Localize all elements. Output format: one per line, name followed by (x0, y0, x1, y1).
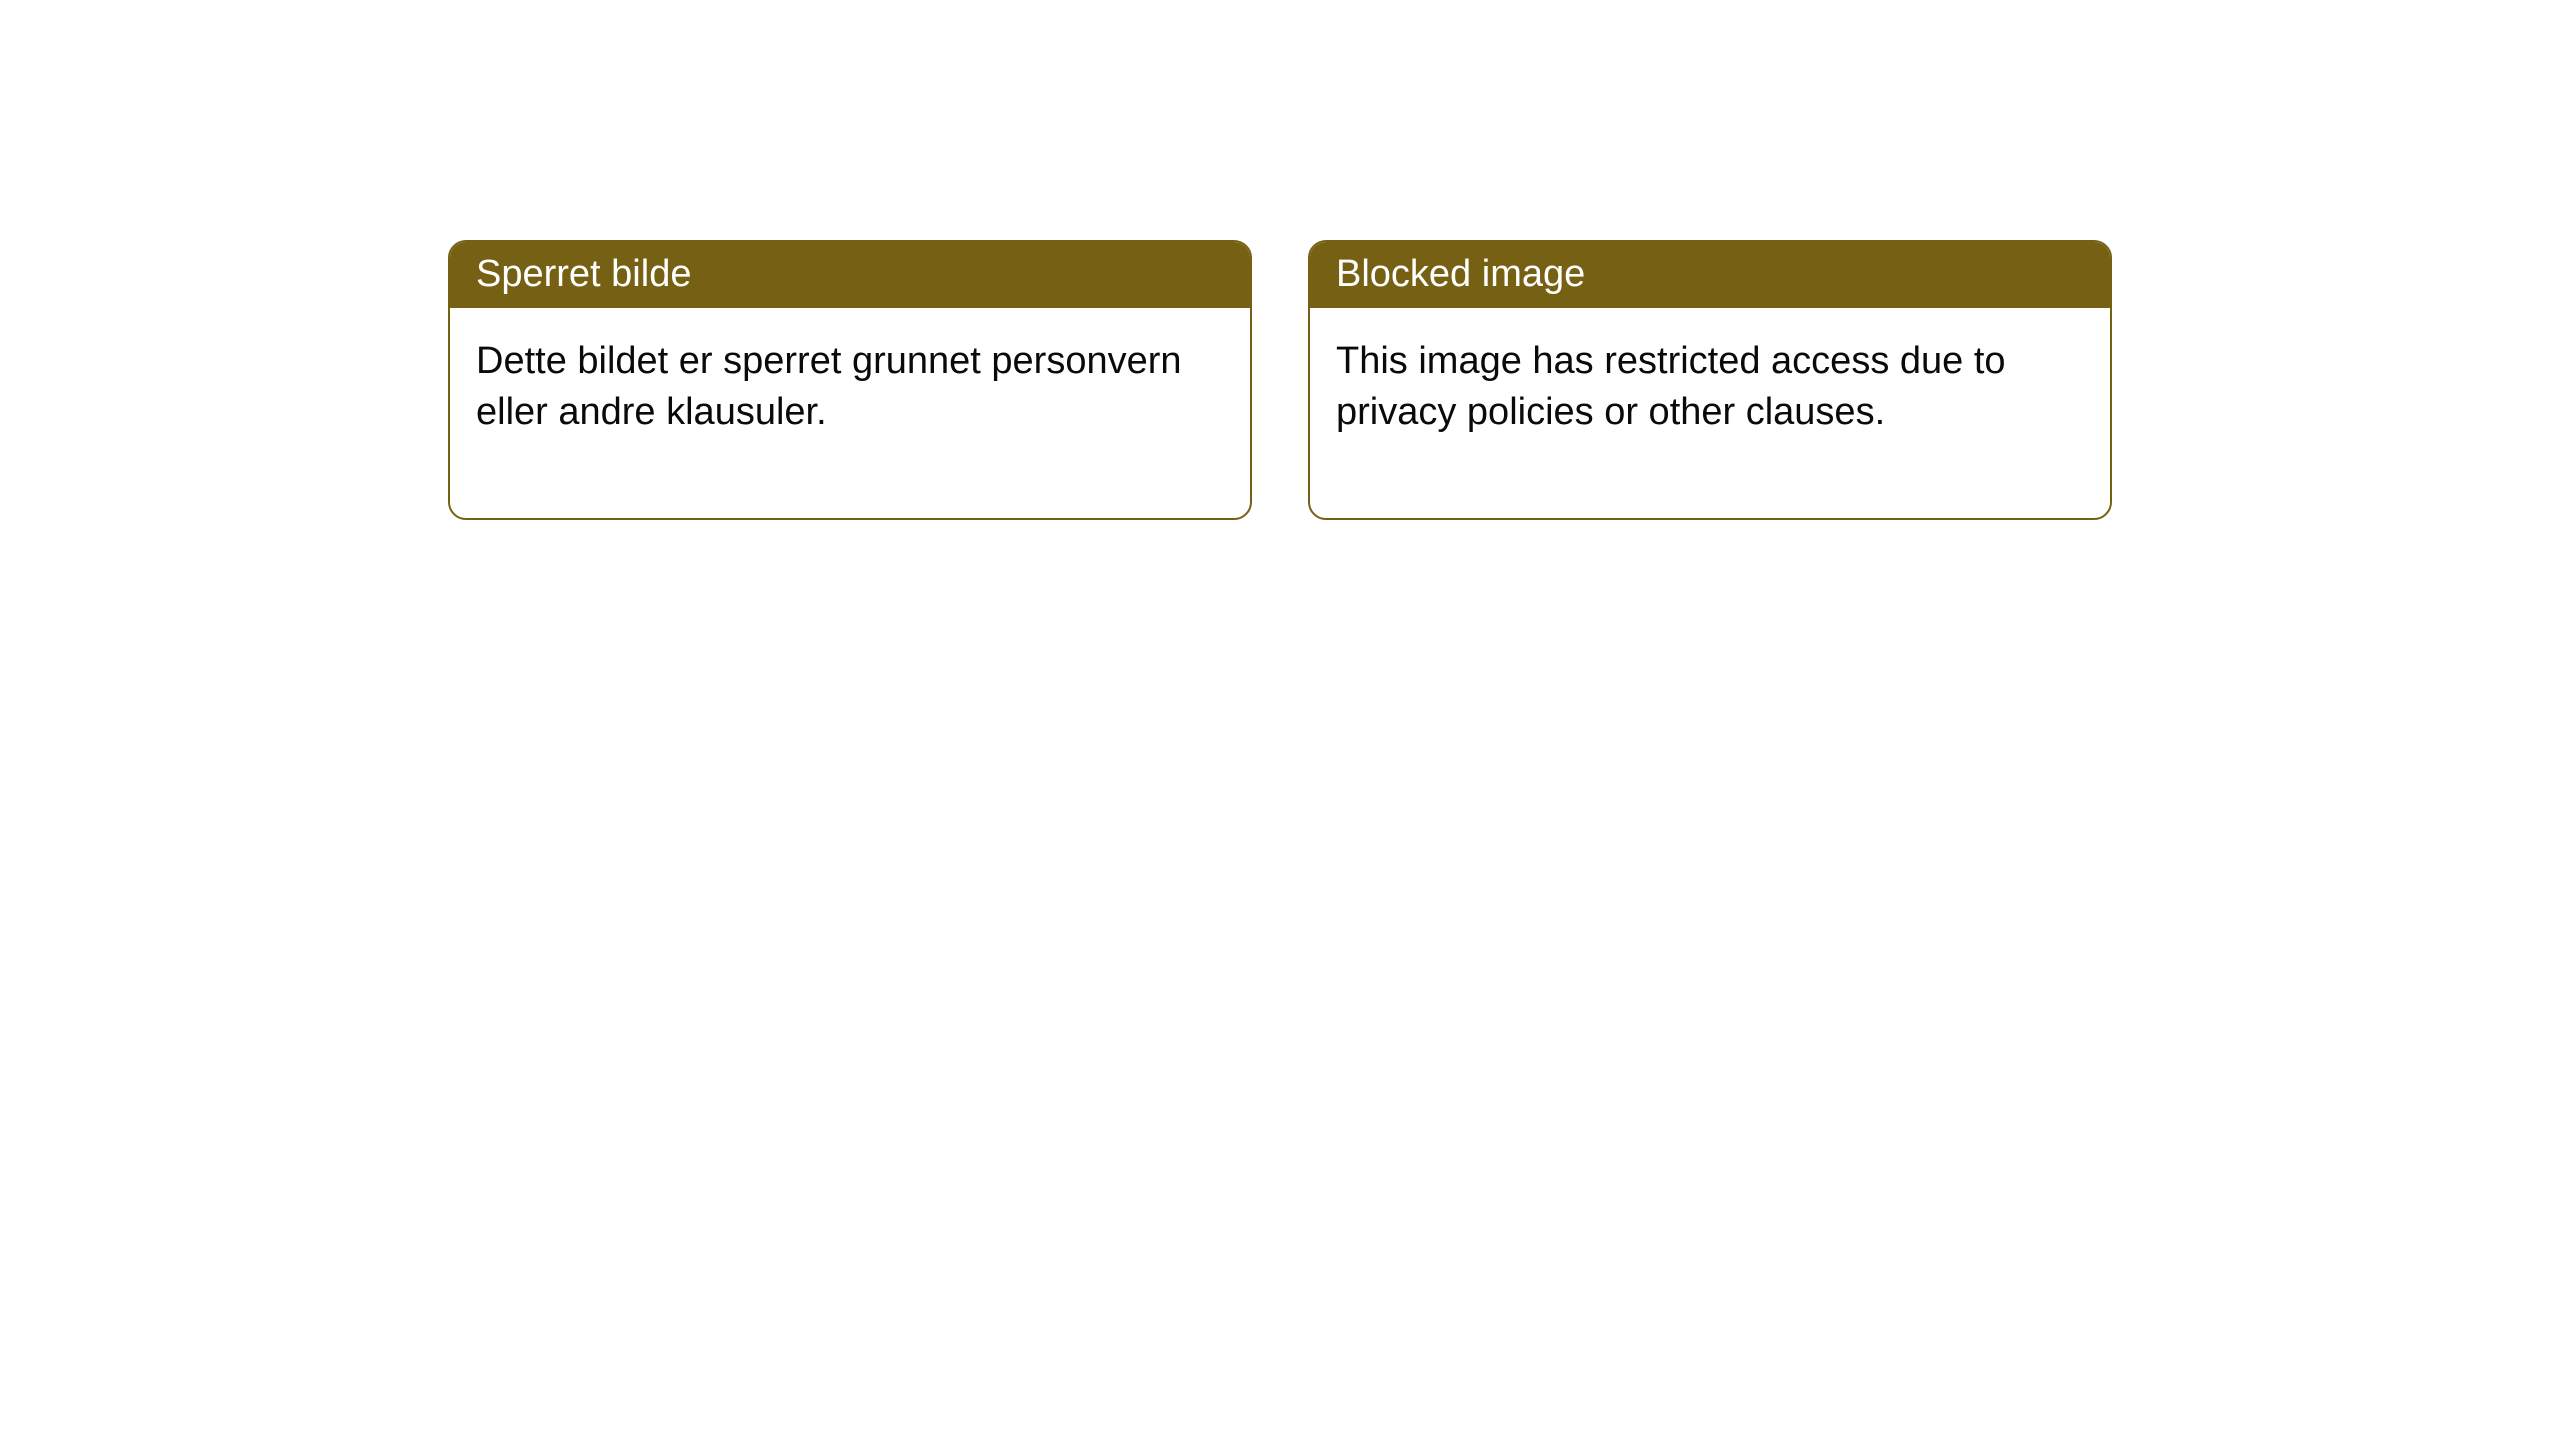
notice-body: This image has restricted access due to … (1310, 308, 2110, 519)
notice-title: Sperret bilde (450, 242, 1250, 308)
notice-title: Blocked image (1310, 242, 2110, 308)
notice-card-norwegian: Sperret bilde Dette bildet er sperret gr… (448, 240, 1252, 520)
notice-card-english: Blocked image This image has restricted … (1308, 240, 2112, 520)
notice-body: Dette bildet er sperret grunnet personve… (450, 308, 1250, 519)
notice-container: Sperret bilde Dette bildet er sperret gr… (0, 0, 2560, 520)
